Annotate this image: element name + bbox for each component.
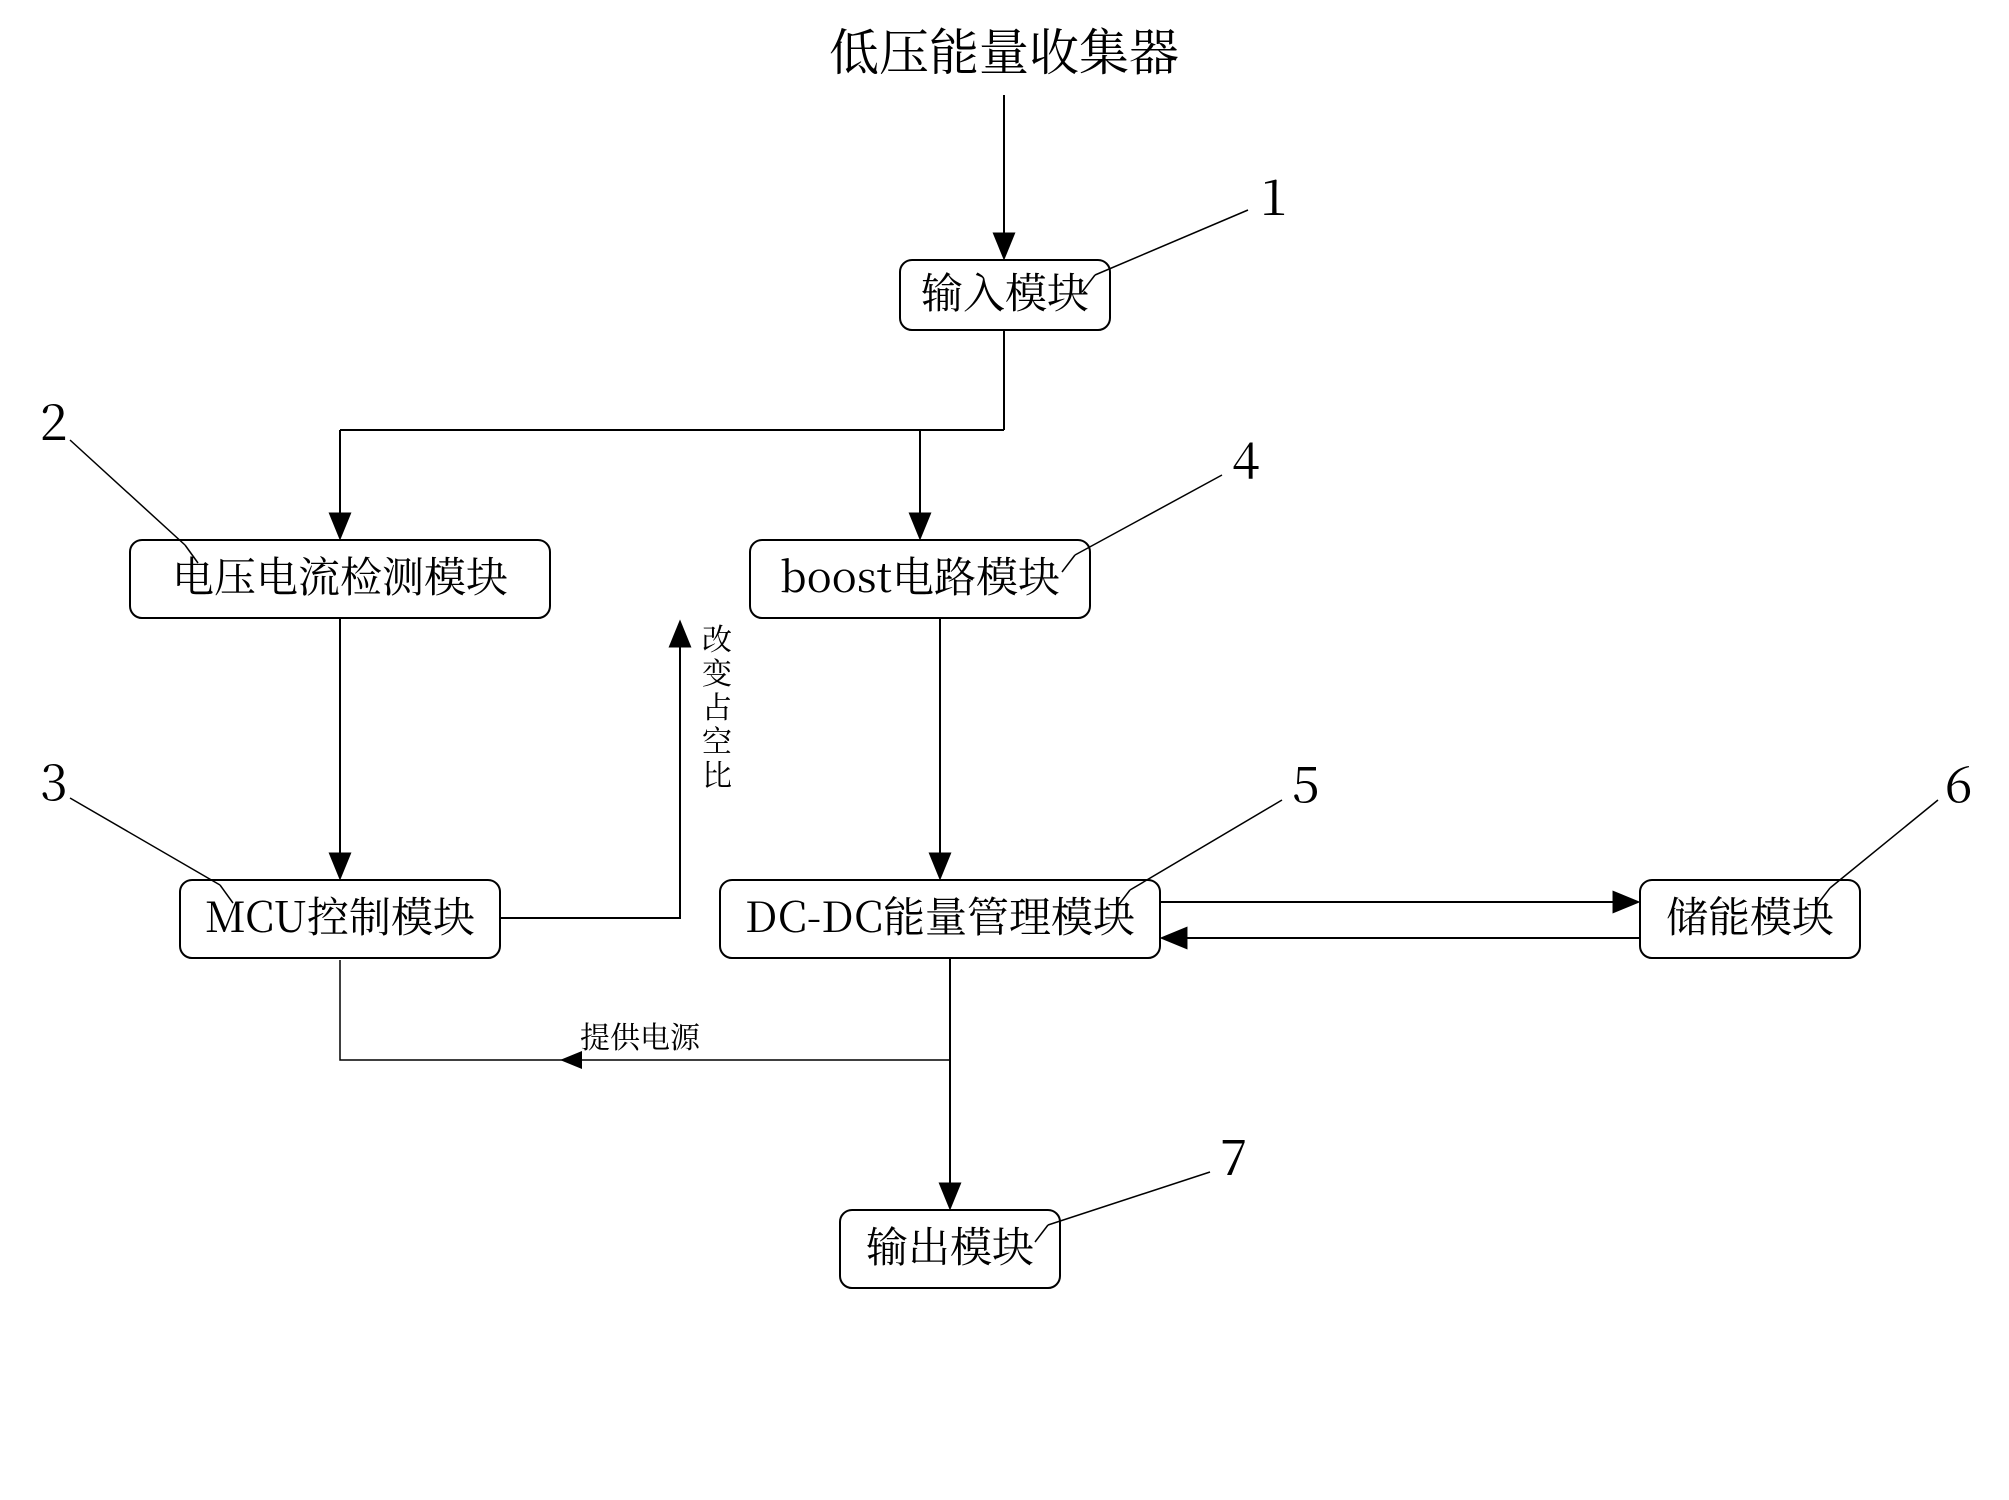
edge-power-arrowhead: [560, 1051, 582, 1069]
callout-4-number: 4: [1232, 421, 1260, 493]
flowchart-canvas: 低压能量收集器 改 变 占 空 比: [0, 0, 2009, 1500]
callout-6-number: 6: [1945, 745, 1973, 817]
node-input-module-label: 输入模块: [921, 261, 1089, 321]
callout-1-number: 1: [1260, 158, 1288, 230]
nodes: 输入模块 电压电流检测模块 boost电路模块 MCU控制模块 DC-DC能量管…: [130, 260, 1860, 1288]
edge-label-power: 提供电源: [580, 1013, 701, 1057]
edge-labels: 改 变 占 空 比 提供电源: [580, 615, 740, 1057]
callout-1: 1: [1082, 158, 1288, 292]
diagram-title: 低压能量收集器: [829, 13, 1179, 85]
callout-7: 7: [1035, 1118, 1248, 1242]
node-dcdc-module-label: DC-DC能量管理模块: [745, 885, 1135, 945]
edge-label-duty: 改 变 占 空 比: [702, 615, 740, 795]
node-mcu-module-label: MCU控制模块: [205, 885, 475, 945]
node-vi-detect-module-label: 电压电流检测模块: [172, 545, 508, 605]
callout-2: 2: [40, 383, 198, 563]
node-output-module-label: 输出模块: [866, 1215, 1034, 1275]
node-storage-module-label: 储能模块: [1666, 885, 1834, 945]
callout-5-number: 5: [1292, 745, 1320, 817]
callout-2-number: 2: [40, 383, 68, 455]
edge-mcu-to-boost: [500, 622, 680, 918]
node-boost-module-label: boost电路模块: [780, 545, 1060, 605]
callout-3-number: 3: [40, 743, 68, 815]
callout-4: 4: [1062, 421, 1260, 572]
callout-7-number: 7: [1220, 1118, 1248, 1190]
